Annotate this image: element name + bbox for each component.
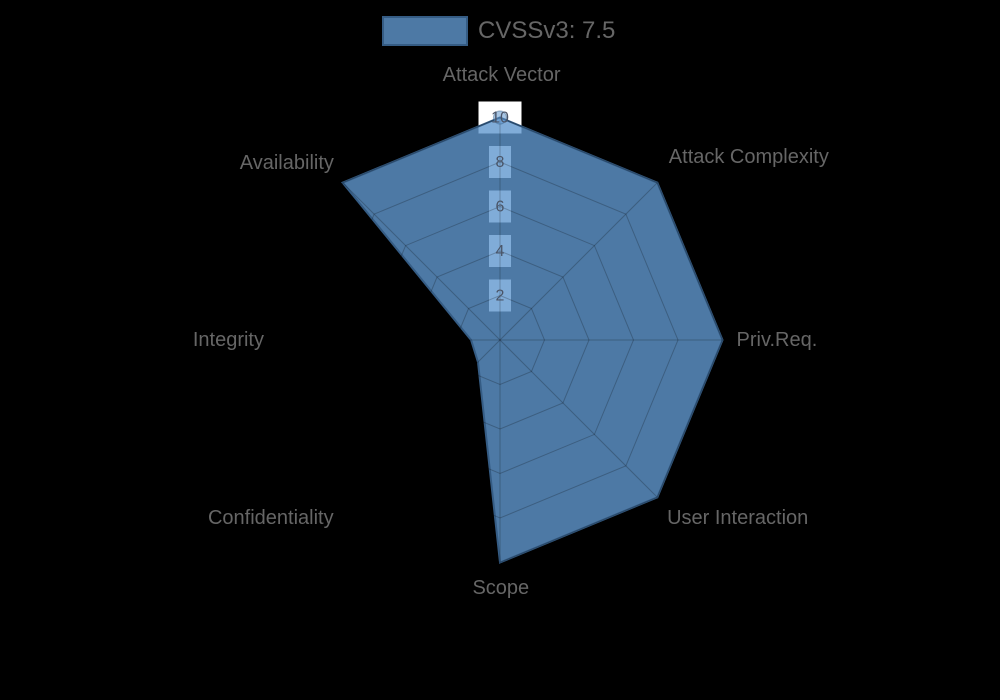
svg-text:10: 10 (491, 110, 509, 127)
svg-text:8: 8 (496, 154, 505, 171)
svg-text:2: 2 (496, 288, 505, 305)
svg-text:4: 4 (496, 243, 505, 260)
svg-text:6: 6 (496, 199, 505, 216)
